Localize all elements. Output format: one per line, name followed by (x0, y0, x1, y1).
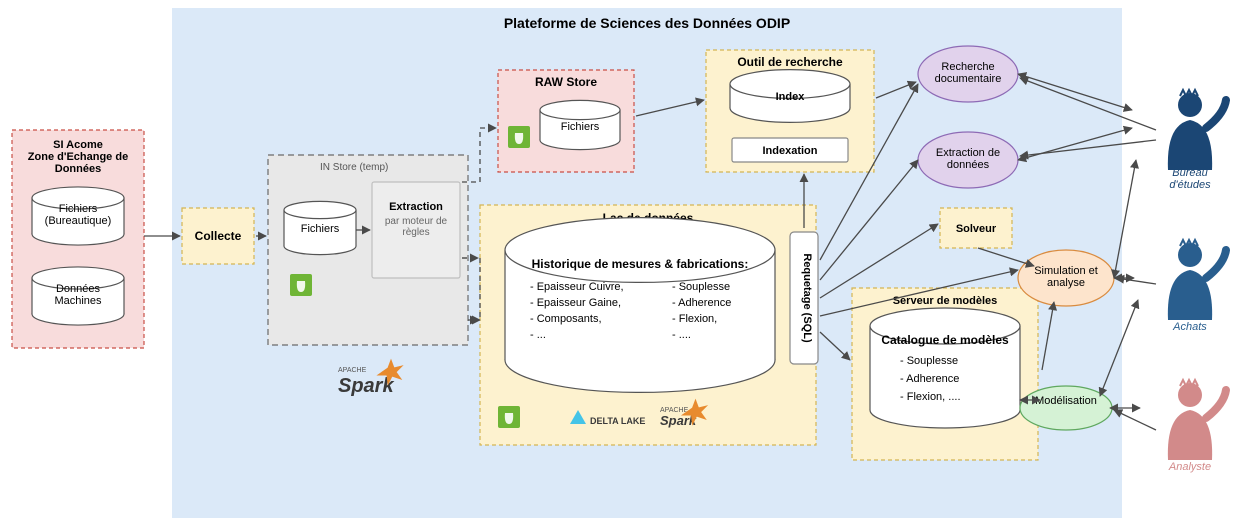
svg-text:Modélisation: Modélisation (1035, 395, 1097, 407)
svg-text:Bureau: Bureau (1172, 167, 1207, 179)
svg-text:Extraction de: Extraction de (936, 147, 1000, 159)
svg-text:Requetage (SQL): Requetage (SQL) (801, 253, 813, 343)
svg-text:Spark: Spark (338, 375, 394, 397)
svg-text:Extraction: Extraction (389, 201, 443, 213)
svg-text:Outil de recherche: Outil de recherche (737, 55, 843, 69)
svg-text:Fichiers: Fichiers (561, 121, 600, 133)
svg-text:Index: Index (776, 91, 806, 103)
svg-text:Simulation et: Simulation et (1034, 265, 1098, 277)
svg-text:Machines: Machines (54, 295, 102, 307)
svg-text:Serveur de modèles: Serveur de modèles (893, 295, 998, 307)
svg-text:documentaire: documentaire (935, 73, 1002, 85)
svg-text:- Flexion,: - Flexion, (672, 313, 717, 325)
svg-text:- Adherence: - Adherence (900, 373, 959, 385)
svg-text:- Epaisseur Gaine,: - Epaisseur Gaine, (530, 297, 621, 309)
svg-text:- Souplesse: - Souplesse (900, 355, 958, 367)
svg-text:règles: règles (402, 227, 429, 238)
svg-text:(Bureautique): (Bureautique) (45, 215, 112, 227)
svg-text:- Souplesse: - Souplesse (672, 281, 730, 293)
svg-text:Achats: Achats (1172, 321, 1207, 333)
svg-text:Recherche: Recherche (941, 61, 994, 73)
svg-text:IN Store (temp): IN Store (temp) (320, 162, 388, 173)
svg-text:- ....: - .... (672, 329, 691, 341)
svg-text:Analyste: Analyste (1168, 461, 1211, 473)
svg-text:- ...: - ... (530, 329, 546, 341)
svg-text:- Adherence: - Adherence (672, 297, 731, 309)
svg-text:Solveur: Solveur (956, 223, 997, 235)
svg-text:DELTA LAKE: DELTA LAKE (590, 416, 645, 426)
svg-text:APACHE: APACHE (338, 367, 367, 374)
svg-text:Fichiers: Fichiers (59, 203, 98, 215)
svg-text:Indexation: Indexation (762, 145, 817, 157)
svg-text:analyse: analyse (1047, 277, 1085, 289)
svg-text:- Composants,: - Composants, (530, 313, 602, 325)
svg-text:Catalogue de modèles: Catalogue de modèles (881, 333, 1009, 347)
svg-text:SI Acome: SI Acome (53, 139, 103, 151)
svg-text:Données: Données (56, 283, 101, 295)
svg-text:données: données (947, 159, 990, 171)
svg-text:Fichiers: Fichiers (301, 223, 340, 235)
svg-text:- Epaisseur Cuivre,: - Epaisseur Cuivre, (530, 281, 624, 293)
svg-text:par moteur de: par moteur de (385, 216, 448, 227)
svg-text:RAW Store: RAW Store (535, 75, 597, 89)
svg-text:Plateforme de Sciences des Don: Plateforme de Sciences des Données ODIP (504, 15, 790, 31)
svg-text:d'études: d'études (1169, 179, 1211, 191)
svg-text:Zone d'Echange de: Zone d'Echange de (28, 151, 128, 163)
svg-text:Collecte: Collecte (195, 229, 242, 243)
svg-text:- Flexion, ....: - Flexion, .... (900, 391, 961, 403)
svg-text:Données: Données (55, 163, 101, 175)
svg-text:Historique de mesures & fabric: Historique de mesures & fabrications: (532, 257, 749, 271)
